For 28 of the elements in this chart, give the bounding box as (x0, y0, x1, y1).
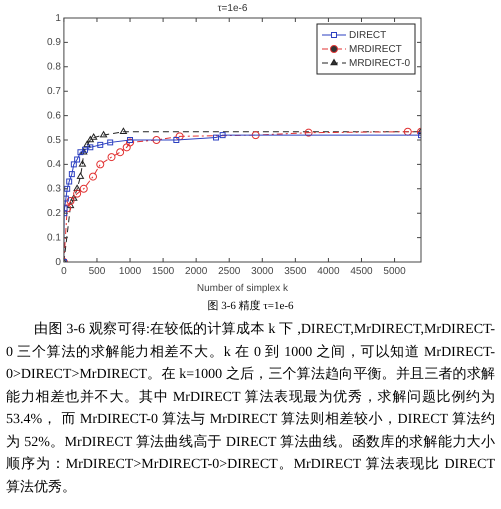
y-tick-label: 0.7 (46, 86, 62, 97)
x-tick-label: 500 (88, 266, 106, 277)
x-tick-label: 4000 (317, 266, 340, 277)
x-axis-title: Number of simplex k (196, 282, 290, 294)
y-tick-label: 0.2 (46, 208, 62, 219)
y-tick-label: 0.9 (46, 37, 62, 48)
x-tick-label: 4500 (350, 266, 374, 277)
x-tick-label: 2500 (218, 266, 241, 277)
y-tick-label: 1 (55, 12, 62, 24)
x-tick-label: 2000 (185, 266, 208, 277)
y-tick-label: 0.6 (46, 110, 62, 122)
y-tick-label: 0.8 (46, 62, 62, 73)
legend-label: MRDIRECT-0 (349, 58, 411, 69)
y-tick-label: 0.5 (46, 134, 62, 146)
y-tick-label: 0.4 (46, 159, 62, 170)
x-tick-label: 3000 (251, 266, 274, 277)
legend-label: DIRECT (349, 30, 386, 41)
text: 由图 3-6 观察可得:在较低的计算成本 k 下 ,DIRECT,MrDIRECT,MrDIRECT-0 三个算法的求解能力相差不大。k 在 0 到 1000 之间，可以知道 MrDIRECT-0>DIRECT>MrDIRECT。在 k=1000 之后，三个算法趋向平衡。并且三者的求解能力相差也并不大。其中 MrDIRECT 算法表现最为优秀，求解问题比例约为 53.4%， 而 MrDIRECT-0 算法与 MrDIRECT 算法则相差较小，DIRECT 算法约为 52%。MrDIRECT 算法曲线高于 DIRECT 算法曲线。函数库的求解能力大小顺序为：MrDIRECT>MrDIRECT-0>DIRECT。MrDIRECT 算法表现比 DIRECT 算法优秀。 (5, 320, 496, 496)
legend-label: MRDIRECT (349, 44, 402, 55)
caption: 图 3-6 精度 τ=1e-6 (206, 298, 295, 313)
x-tick-label: 1500 (152, 266, 175, 277)
chart-title: τ=1e-6 (218, 2, 248, 14)
x-tick-label: 5000 (383, 266, 406, 277)
y-tick-label: 0.3 (46, 184, 62, 195)
x-tick-label: 3500 (284, 266, 307, 277)
y-tick-label: 0 (55, 256, 62, 268)
y-tick-label: 0.1 (46, 232, 62, 244)
x-tick-label: 1000 (118, 266, 142, 277)
